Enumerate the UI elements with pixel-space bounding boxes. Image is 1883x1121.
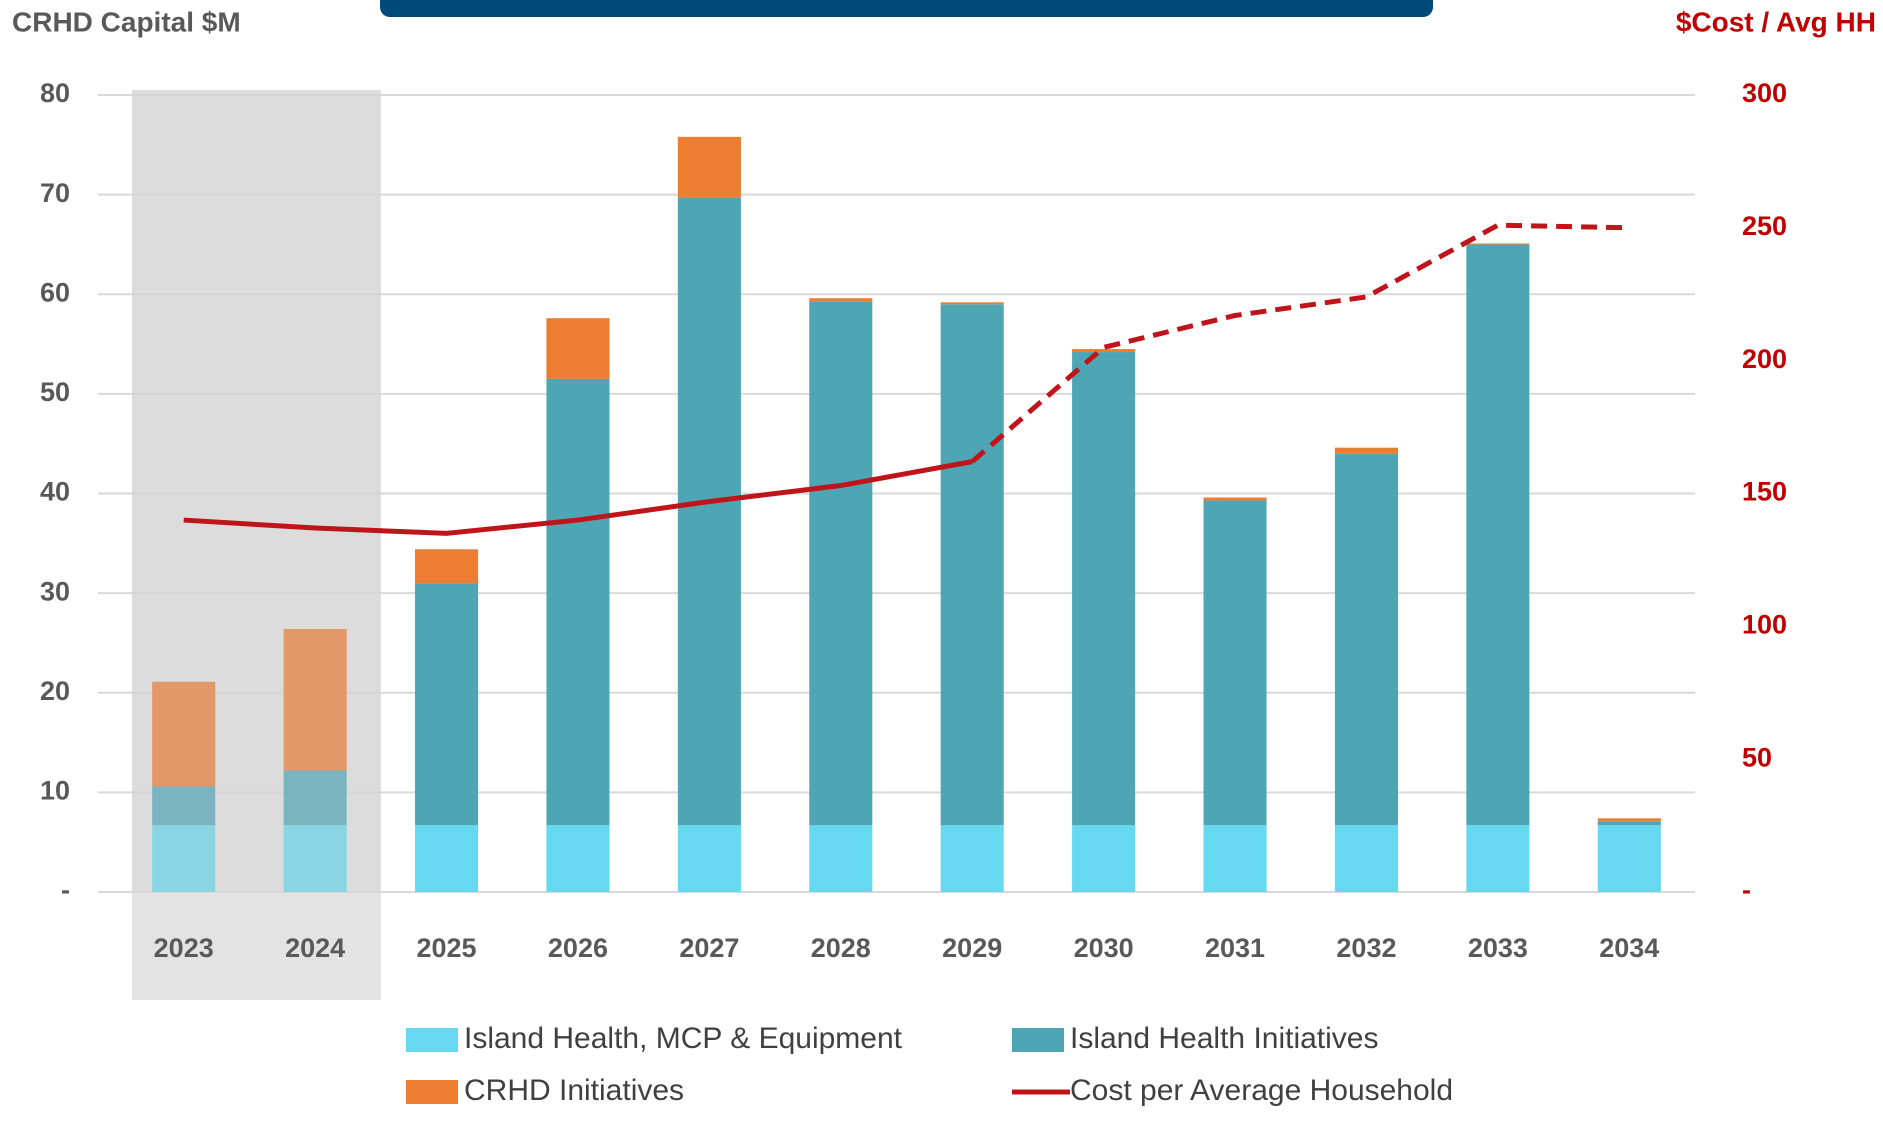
y-tick-label: 30 xyxy=(40,576,70,606)
bar-segment xyxy=(546,318,610,379)
bar-segment xyxy=(940,304,1004,826)
bar-segment xyxy=(1334,825,1398,892)
legend-label: Cost per Average Household xyxy=(1070,1074,1453,1107)
y-tick-label: 70 xyxy=(40,178,70,208)
line xyxy=(183,459,973,536)
y-tick-label: - xyxy=(61,875,70,905)
x-tick-label: 2026 xyxy=(548,933,608,963)
x-tick-label: 2024 xyxy=(285,933,345,963)
bar-segment xyxy=(283,770,347,826)
y2-tick-label: 200 xyxy=(1742,344,1787,374)
banner xyxy=(380,0,1433,17)
bar-segment xyxy=(546,378,610,826)
bar-segment xyxy=(1334,447,1398,454)
y-tick-label: 80 xyxy=(40,78,70,108)
bar-segment xyxy=(1203,825,1267,892)
bar-segment xyxy=(1466,243,1530,245)
bar-segment xyxy=(677,136,741,198)
bar-segment xyxy=(1072,349,1136,353)
bar-segment xyxy=(1466,825,1530,892)
x-tick-label: 2029 xyxy=(942,933,1002,963)
bar-segment xyxy=(283,825,347,892)
bar-segment xyxy=(809,298,873,302)
legend-label: Island Health Initiatives xyxy=(1070,1022,1379,1055)
bar-segment xyxy=(809,825,873,892)
bar-segment xyxy=(1203,500,1267,826)
y-tick-label: 60 xyxy=(40,277,70,307)
x-tick-label: 2030 xyxy=(1074,933,1134,963)
bar-segment xyxy=(1597,818,1661,822)
bar-segment xyxy=(677,197,741,826)
y-tick-label: 40 xyxy=(40,477,70,507)
y2-tick-label: - xyxy=(1742,875,1751,905)
y2-tick-label: 50 xyxy=(1742,742,1772,772)
bar-segment xyxy=(283,628,347,771)
legend-swatch xyxy=(406,1028,458,1052)
bar-segment xyxy=(415,825,479,892)
bar-segment xyxy=(809,301,873,826)
bar-segment xyxy=(940,302,1004,305)
bar-segment xyxy=(940,825,1004,892)
y-axis-title: CRHD Capital $M xyxy=(12,6,241,37)
bar-segment xyxy=(415,583,479,826)
x-tick-label: 2032 xyxy=(1336,933,1396,963)
bar-segment xyxy=(1334,453,1398,826)
x-tick-label: 2034 xyxy=(1599,933,1659,963)
y2-tick-label: 150 xyxy=(1742,477,1787,507)
x-tick-label: 2031 xyxy=(1205,933,1265,963)
bar-segment xyxy=(546,825,610,892)
bar-segment xyxy=(415,549,479,584)
shaded-overlay xyxy=(132,90,381,892)
bar-segment xyxy=(1072,352,1136,826)
x-tick-label: 2027 xyxy=(679,933,739,963)
x-tick-label: 2025 xyxy=(417,933,477,963)
legend-swatch xyxy=(406,1080,458,1104)
x-tick-label: 2023 xyxy=(154,933,214,963)
legend-label: CRHD Initiatives xyxy=(464,1074,684,1107)
bar-segment xyxy=(152,786,216,826)
bar-segment xyxy=(677,825,741,892)
y-tick-label: 50 xyxy=(40,377,70,407)
y2-axis-title: $Cost / Avg HH xyxy=(1676,6,1876,37)
line xyxy=(970,222,1630,464)
bar-segment xyxy=(1203,497,1267,501)
y2-tick-label: 300 xyxy=(1742,78,1787,108)
bar-segment xyxy=(1072,825,1136,892)
bar-segment xyxy=(1597,821,1661,826)
y2-tick-label: 100 xyxy=(1742,609,1787,639)
bar-segment xyxy=(1597,825,1661,892)
legend-label: Island Health, MCP & Equipment xyxy=(464,1022,903,1055)
legend-swatch xyxy=(1012,1028,1064,1052)
x-tick-label: 2028 xyxy=(811,933,871,963)
bar-segment xyxy=(152,825,216,892)
bar-segment xyxy=(152,681,216,787)
y-tick-label: 10 xyxy=(40,776,70,806)
bar-segment xyxy=(1466,244,1530,826)
y-tick-label: 20 xyxy=(40,676,70,706)
y2-tick-label: 250 xyxy=(1742,211,1787,241)
x-tick-label: 2033 xyxy=(1468,933,1528,963)
